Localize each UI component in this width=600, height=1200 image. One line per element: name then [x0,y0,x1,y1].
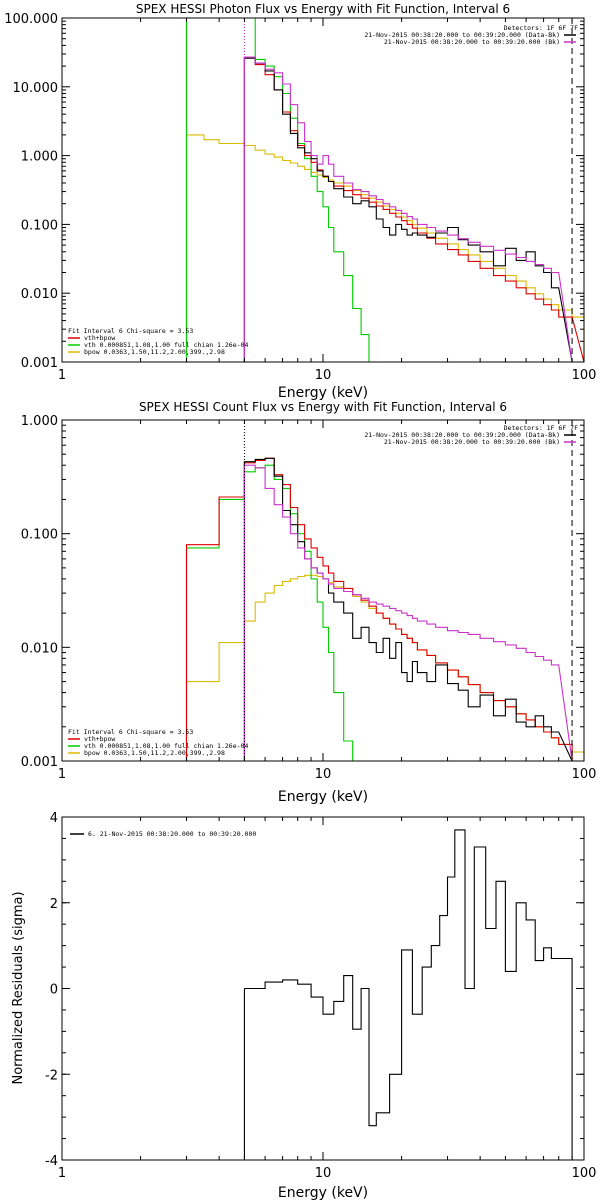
photon-flux-y-tick-label: 1.000 [21,150,58,165]
count-flux-series [185,457,585,762]
photon-flux-series-data-bk [243,57,573,363]
count-flux-x-tick-label: 1 [58,767,66,782]
photon-flux-legend: Fit Interval 6 Chi-square = 3.53 vth+bpo… [68,327,248,356]
photon-flux-reference-lines [243,18,573,362]
residuals-series [243,829,573,1160]
residuals-panel: 1 10 100 -4 -2 0 2 4 Energy (keV) Normalized Re… [11,811,596,1200]
photon-flux-x-label: Energy (keV) [278,385,368,401]
count-flux-x-tick-label: 10 [315,767,332,782]
residuals-axes: 1 10 100 -4 -2 0 2 4 [45,811,596,1181]
photon-flux-x-tick-label: 1 [58,368,66,383]
photon-flux-series [185,17,585,363]
photon-flux-y-tick-label: 0.001 [21,356,58,371]
count-flux-axes: 1 10 100 0.001 0.010 0.100 1.000 [21,414,597,782]
residuals-y-tick-label: -2 [45,1068,58,1083]
photon-flux-x-tick-label: 100 [572,368,597,383]
count-flux-legend-label-vth: vth 0.000851,1.08,1.00 full chian 1.26e-… [84,742,248,750]
photon-flux-legend-label-bpow: bpow 0.0363,1.50,11.2,2.00,399.,2.98 [84,348,225,356]
residuals-y-tick-label: 2 [50,897,58,912]
count-flux-title: SPEX HESSI Count Flux vs Energy with Fit… [139,400,507,414]
photon-flux-y-tick-label: 0.100 [21,218,58,233]
count-flux-x-tick-label: 100 [572,767,597,782]
residuals-y-tick-label: -4 [45,1154,58,1169]
residuals-legend: 6. 21-Nov-2015 00:38:20.000 to 00:39:20.… [70,830,256,838]
residuals-y-tick-label: 4 [50,811,58,826]
residuals-y-tick-label: 0 [50,983,58,998]
count-flux-series-bk [243,464,573,762]
photon-flux-interval-note: 21-Nov-2015 00:38:20.000 to 00:39:20.000… [364,31,560,39]
count-flux-legend-label-total: vth+bpow [84,735,115,743]
count-flux-legend-label-bpow: bpow 0.0363,1.50,11.2,2.00,399.,2.98 [84,749,225,757]
count-flux-legend: Fit Interval 6 Chi-square = 3.53 vth+bpo… [68,728,248,757]
count-flux-x-label: Energy (keV) [278,789,368,805]
count-flux-detectors-note: Detectors: 1F 6F 7F [504,424,578,432]
photon-flux-panel: SPEX HESSI Photon Flux vs Energy with Fi… [4,2,596,401]
photon-flux-legend-header: Fit Interval 6 Chi-square = 3.53 [68,327,193,335]
residuals-x-tick-label: 10 [315,1166,332,1181]
photon-flux-title: SPEX HESSI Photon Flux vs Energy with Fi… [136,2,510,16]
photon-flux-series-bk [243,56,573,363]
photon-flux-x-tick-label: 10 [315,368,332,383]
photon-flux-legend-label-vth: vth 0.000851,1.08,1.00 full chian 1.26e-… [84,341,248,349]
photon-flux-y-tick-label: 100.000 [4,12,58,27]
residuals-series-residuals [244,829,573,1160]
count-flux-interval-note: 21-Nov-2015 00:38:20.000 to 00:39:20.000… [364,431,560,439]
photon-flux-y-tick-label: 10.000 [13,81,59,96]
photon-flux-legend-label-total: vth+bpow [84,334,115,342]
count-flux-y-tick-label: 0.100 [21,528,58,543]
photon-flux-series-vth [185,17,384,363]
residuals-x-tick-label: 1 [58,1166,66,1181]
count-flux-legend-header: Fit Interval 6 Chi-square = 3.53 [68,728,193,736]
photon-flux-axes: 1 10 100 0.001 0.010 0.100 1.000 10.000 100.000 [4,12,596,383]
count-flux-background-note: 21-Nov-2015 00:38:20.000 to 00:39:20.000… [384,438,560,446]
count-flux-panel: SPEX HESSI Count Flux vs Energy with Fit… [21,400,597,805]
photon-flux-y-tick-label: 0.010 [21,287,58,302]
photon-flux-detectors-note: Detectors: 1F 6F 7F [504,24,578,32]
residuals-y-label: Normalized Residuals (sigma) [11,891,26,1084]
residuals-x-label: Energy (keV) [278,1185,368,1200]
residuals-legend-label: 6. 21-Nov-2015 00:38:20.000 to 00:39:20.… [88,830,256,838]
count-flux-y-tick-label: 0.010 [21,641,58,656]
count-flux-reference-lines [243,420,573,761]
count-flux-y-tick-label: 0.001 [21,755,58,770]
photon-flux-background-note: 21-Nov-2015 00:38:20.000 to 00:39:20.000… [384,38,560,46]
count-flux-y-tick-label: 1.000 [21,414,58,429]
photon-flux-series-vth-bpow [243,56,585,363]
residuals-x-tick-label: 100 [572,1166,597,1181]
